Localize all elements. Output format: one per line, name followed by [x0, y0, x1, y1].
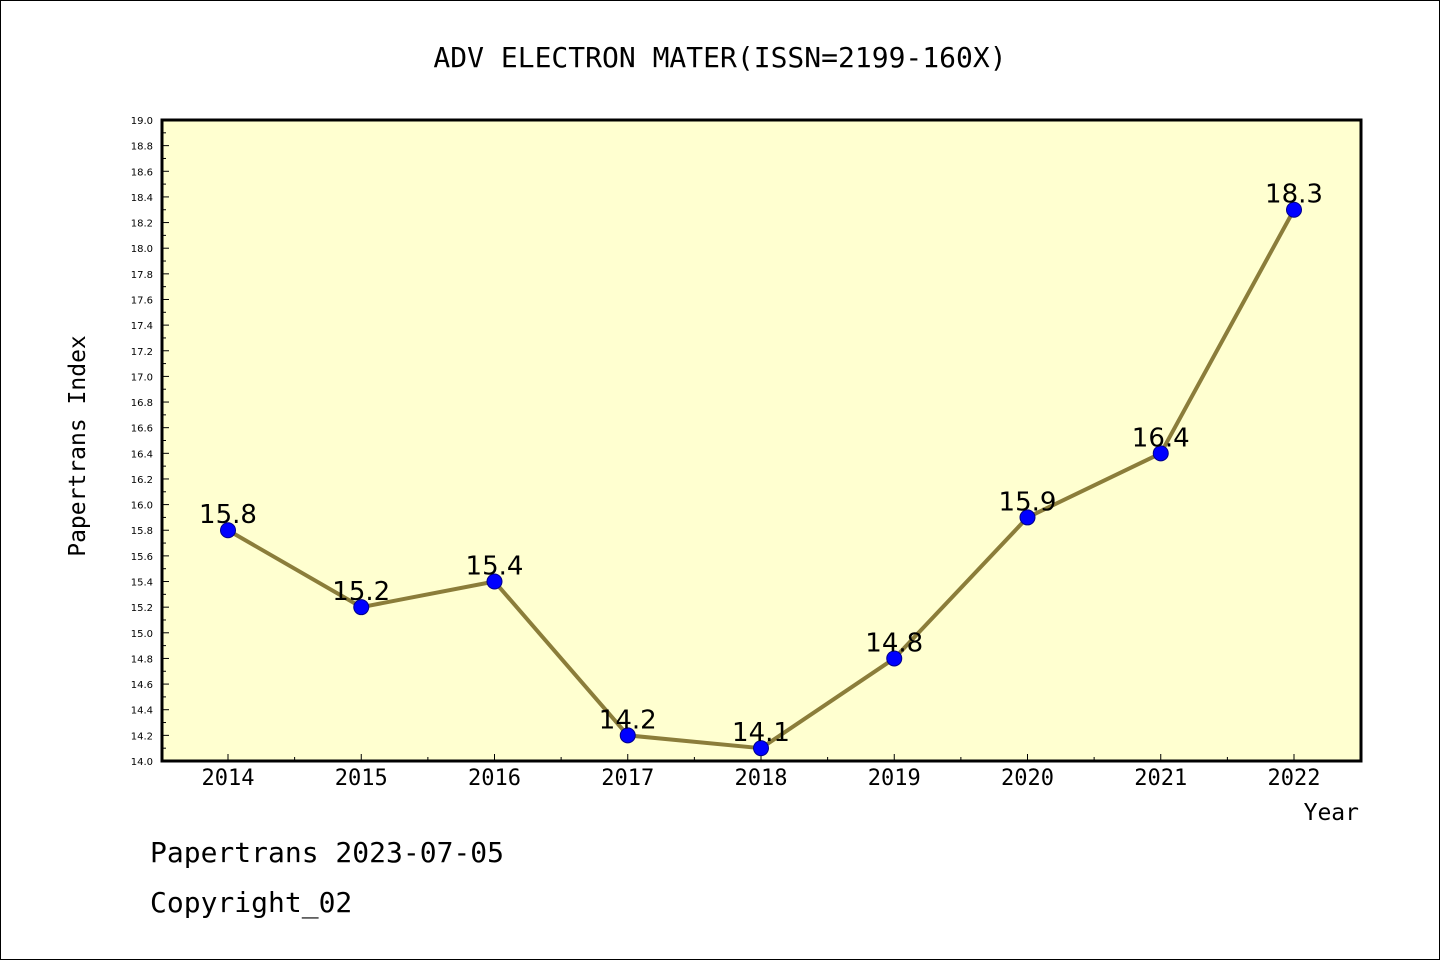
y-tick-label: 14.6	[131, 680, 153, 691]
data-point	[1019, 509, 1036, 526]
y-tick-label: 18.2	[131, 219, 153, 230]
y-tick-label: 16.8	[131, 398, 153, 409]
data-point	[753, 740, 769, 757]
y-tick-label: 14.8	[131, 654, 153, 665]
y-tick-label: 18.0	[131, 244, 153, 255]
y-tick-label: 19.0	[131, 116, 153, 127]
x-tick-label: 2020	[1001, 766, 1054, 791]
plot-area	[162, 120, 1361, 761]
x-tick-label: 2022	[1268, 766, 1321, 791]
chart-title: ADV ELECTRON MATER(ISSN=2199-160X)	[433, 41, 1006, 74]
x-tick-label: 2015	[335, 766, 388, 791]
data-point	[486, 573, 503, 590]
x-tick-label: 2016	[468, 766, 521, 791]
y-tick-label: 14.0	[131, 757, 153, 768]
y-tick-label: 14.4	[131, 706, 153, 717]
y-axis-ticks: 14.0 14.2 14.4 14.6 14.8 15.0 15.2 15.4 15.6 15.8…	[131, 116, 169, 768]
y-tick-label: 17.4	[131, 321, 153, 332]
data-point	[353, 599, 370, 616]
data-label: 16.4	[1132, 423, 1190, 453]
y-tick-label: 15.2	[131, 603, 153, 614]
data-point	[619, 727, 636, 744]
y-tick-label: 17.0	[131, 372, 153, 383]
y-tick-label: 16.6	[131, 424, 153, 435]
x-tick-label: 2019	[868, 766, 921, 791]
y-tick-label: 16.2	[131, 475, 153, 486]
x-tick-label: 2018	[735, 766, 788, 791]
data-label: 15.8	[199, 500, 257, 530]
data-label: 18.3	[1265, 180, 1323, 210]
y-tick-label: 17.2	[131, 347, 153, 358]
data-label: 15.9	[999, 487, 1057, 517]
data-label: 14.2	[599, 705, 657, 735]
data-point	[1286, 201, 1302, 218]
x-tick-label: 2021	[1134, 766, 1187, 791]
footer-date-text: Papertrans 2023-07-05	[150, 836, 505, 869]
footer-copyright-text: Copyright_02	[150, 886, 353, 919]
data-point	[220, 522, 236, 539]
x-tick-label: 2017	[601, 766, 654, 791]
y-axis-label: Papertrans Index	[65, 335, 91, 557]
data-point	[886, 650, 903, 667]
y-tick-label: 18.4	[131, 193, 153, 204]
y-tick-label: 14.2	[131, 731, 153, 742]
y-tick-label: 15.6	[131, 552, 153, 563]
data-label: 14.8	[865, 628, 923, 658]
x-axis-ticks: 2014 2015 2016 2017 2018 2019 2020 2021 2022	[202, 754, 1321, 791]
data-label: 15.2	[332, 577, 390, 607]
plot-border	[160, 118, 1363, 763]
y-tick-label: 18.6	[131, 167, 153, 178]
y-tick-label: 17.8	[131, 270, 153, 281]
data-label: 14.1	[732, 718, 790, 748]
y-tick-label: 16.4	[131, 449, 153, 460]
y-tick-label: 15.4	[131, 578, 153, 589]
y-tick-label: 17.6	[131, 295, 153, 306]
data-label: 15.4	[466, 552, 524, 582]
y-tick-label: 15.8	[131, 526, 153, 537]
data-point	[1152, 445, 1169, 462]
y-tick-label: 16.0	[131, 501, 153, 512]
x-tick-label: 2014	[202, 766, 255, 791]
y-tick-label: 18.8	[131, 142, 153, 153]
y-tick-label: 15.0	[131, 629, 153, 640]
x-axis-label: Year	[1304, 800, 1359, 826]
series-layer: 15.8 15.2 15.4 14.2 14.1 14.8 15.9 16.4 18.3	[199, 180, 1323, 757]
